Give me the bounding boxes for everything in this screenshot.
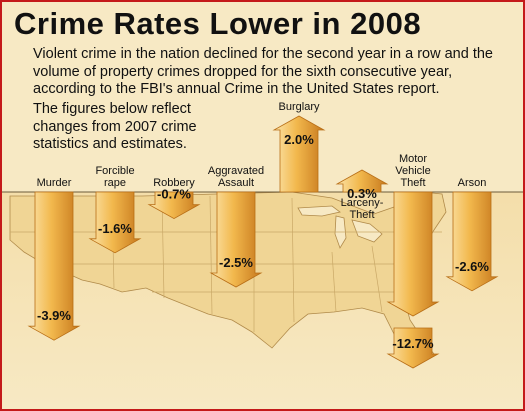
category-label-aggravated-assault: Assault <box>218 177 254 189</box>
intro-paragraph: Violent crime in the nation declined for… <box>33 46 493 97</box>
value-label-aggravated-assault: -2.5% <box>219 255 253 270</box>
category-label-motor-vehicle-theft: Theft <box>400 177 425 189</box>
category-label-forcible-rape: Forcible <box>95 165 134 177</box>
category-label-motor-vehicle-theft: Vehicle <box>395 165 430 177</box>
state-line <box>161 195 165 299</box>
category-label-murder: Murder <box>37 177 72 189</box>
state-line <box>331 251 337 313</box>
category-label-larceny-theft: Theft <box>349 209 374 221</box>
bar-motor-vehicle-theft-continued <box>386 327 440 369</box>
category-label-motor-vehicle-theft: Motor <box>399 153 427 165</box>
category-label-forcible-rape: rape <box>104 177 126 189</box>
bar-burglary <box>272 115 326 193</box>
category-label-burglary: Burglary <box>279 101 320 113</box>
value-label-larceny-theft: 0.3% <box>347 186 377 201</box>
intro-note: The figures below reflect changes from 2… <box>33 101 197 152</box>
value-label-burglary: 2.0% <box>284 132 314 147</box>
bar-larceny-theft <box>335 169 389 193</box>
bar-murder <box>27 191 81 341</box>
bar-robbery <box>147 191 201 220</box>
bar-arson <box>445 191 499 292</box>
bar-aggravated-assault <box>209 191 263 288</box>
bar-motor-vehicle-theft <box>386 191 440 317</box>
value-label-murder: -3.9% <box>37 308 71 323</box>
bar-forcible-rape <box>88 191 142 254</box>
value-label-forcible-rape: -1.6% <box>98 221 132 236</box>
value-label-arson: -2.6% <box>455 259 489 274</box>
category-label-aggravated-assault: Aggravated <box>208 165 264 177</box>
value-label-robbery: -0.7% <box>157 187 191 202</box>
page-title: Crime Rates Lower in 2008 <box>14 6 422 41</box>
category-label-robbery: Robbery <box>153 177 195 189</box>
category-label-larceny-theft: Larceny- <box>341 197 384 209</box>
category-label-arson: Arson <box>458 177 487 189</box>
value-label-motor-vehicle-theft: -12.7% <box>392 336 434 351</box>
state-line <box>209 195 213 315</box>
great-lakes-east <box>351 219 383 243</box>
state-line <box>371 245 383 313</box>
state-line <box>291 197 295 323</box>
great-lake-superior <box>297 205 341 217</box>
